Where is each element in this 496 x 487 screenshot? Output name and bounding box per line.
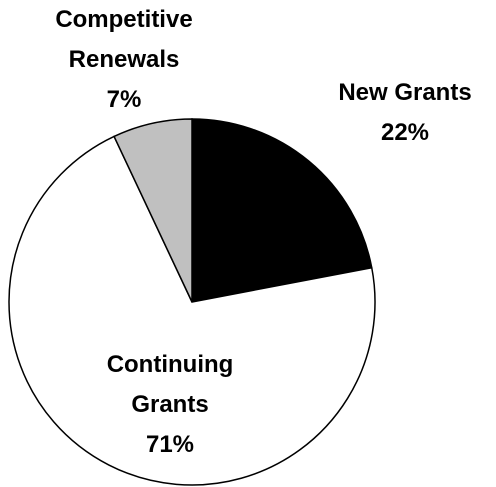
slice-label: New Grants 22%	[315, 73, 495, 153]
slice-name: Continuing Grants	[106, 351, 234, 418]
slice-percent: 22%	[380, 119, 430, 146]
slice-percent: 7%	[106, 86, 142, 113]
slice-label: Continuing Grants 71%	[90, 345, 250, 465]
pie-slice	[191, 118, 373, 303]
slice-percent: 71%	[145, 431, 195, 458]
pie-slice	[113, 118, 193, 303]
slice-name: New Grants	[338, 79, 472, 106]
slice-label: Competitive Renewals 7%	[34, 0, 214, 120]
slice-name: Competitive Renewals	[55, 6, 193, 73]
pie-slice	[8, 135, 376, 486]
